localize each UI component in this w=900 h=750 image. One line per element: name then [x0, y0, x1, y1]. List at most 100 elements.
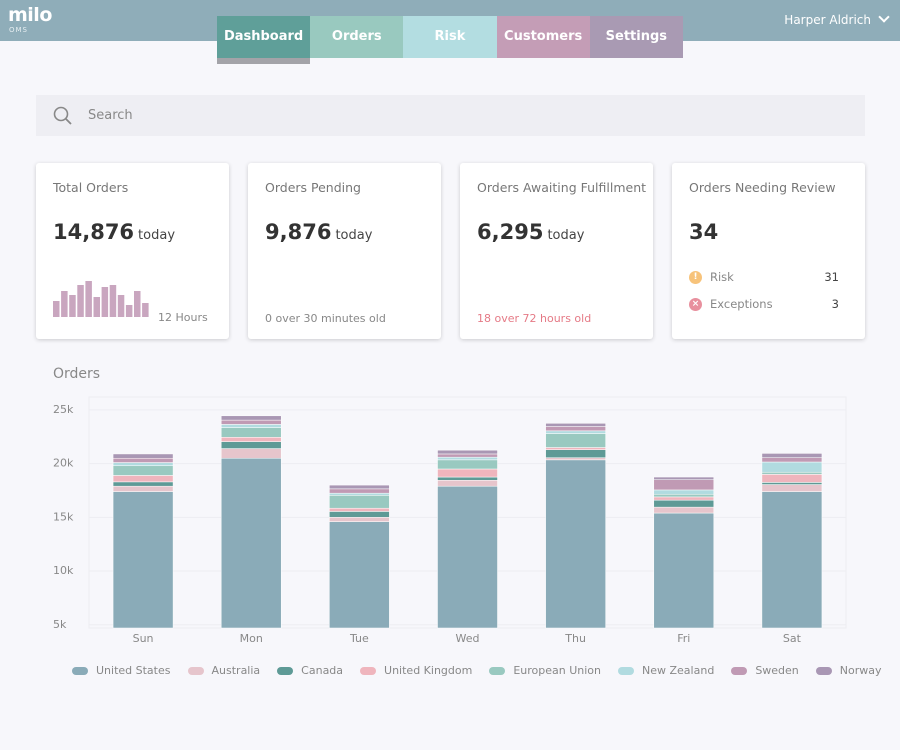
bar-segment [329, 521, 390, 629]
card-title: Orders Needing Review [689, 180, 836, 195]
x-tick-label: Sat [783, 632, 802, 645]
chart: Orders 5k 10k 15k 20k 25k Sun Mon Tue Wed Thu Fri S… [53, 366, 847, 645]
legend-item: Australia [187, 664, 261, 677]
user-menu[interactable]: Harper Aldrich [784, 13, 888, 27]
y-tick-label: 25k [53, 403, 74, 416]
bar-segment [112, 462, 174, 467]
search-icon [53, 106, 72, 125]
stat-card: Orders Awaiting Fulfillment 6,295 today 18 … [460, 163, 653, 339]
search-placeholder: Search [88, 108, 133, 123]
spark-bar [125, 305, 133, 317]
bar-segment [329, 507, 390, 512]
bar-segment [437, 485, 498, 629]
card-suffix: today [138, 228, 176, 243]
legend-label: New Zealand [642, 664, 715, 677]
legend-item: Norway [815, 664, 882, 677]
bar-segment [545, 430, 606, 434]
bar-segment [761, 491, 823, 629]
bar-segment [220, 424, 282, 428]
bar-segment [761, 484, 823, 492]
legend-item: Canada [277, 664, 343, 677]
card-footer: 0 over 30 minutes old [265, 312, 386, 325]
bar-segment [329, 495, 390, 509]
card-suffix: today [547, 228, 585, 243]
bar-segment [329, 484, 390, 490]
bar-segment [329, 517, 390, 522]
x-tick-label: Tue [349, 632, 369, 645]
y-tick-label: 5k [53, 618, 67, 631]
card-value: 14,876 [53, 220, 135, 244]
bar-segment [112, 491, 174, 629]
bar-segment [545, 457, 606, 461]
legend-item: European Union [489, 664, 601, 677]
card-value-row: 9,876 today [265, 220, 372, 244]
bar-segment [112, 481, 174, 487]
item-count: 3 [831, 297, 839, 311]
bar-segment [437, 453, 498, 458]
bar-segment [545, 459, 606, 629]
bar-segment [112, 485, 174, 492]
bar-segment [653, 479, 715, 491]
bar-segment [437, 476, 498, 481]
item-count: 31 [824, 270, 839, 284]
legend-item: United Kingdom [360, 664, 472, 677]
nav-tab[interactable]: Customers [496, 16, 590, 58]
bar-segment [761, 474, 823, 483]
nav-tab[interactable]: Risk [403, 16, 497, 58]
stat-card: Orders Pending 9,876 today 0 over 30 minute… [248, 163, 441, 339]
spark-bar [117, 295, 125, 317]
bar-segment [437, 456, 498, 461]
legend: United States Australia Canada United Kingd… [72, 664, 882, 677]
legend-swatch [72, 667, 88, 675]
bar-segment [437, 459, 498, 470]
legend-swatch [489, 667, 506, 675]
bar-segment [761, 457, 823, 463]
card-title: Orders Awaiting Fulfillment [477, 180, 647, 195]
legend-item: United States [72, 664, 171, 677]
bar-segment [761, 482, 823, 485]
card-footer: 18 over 72 hours old [477, 312, 592, 325]
bar-segment [761, 471, 823, 475]
nav-tab[interactable]: Orders [310, 16, 404, 58]
bar-segment [653, 476, 715, 480]
item-label: Risk [710, 270, 734, 284]
card-value-row: 34 [689, 220, 718, 244]
legend-swatch [618, 667, 635, 675]
bar-segment [329, 511, 390, 518]
bar-segment [112, 465, 174, 476]
bar-segment [545, 423, 606, 427]
bar-segment [112, 453, 174, 459]
x-tick-label: Mon [240, 632, 263, 645]
nav-tab[interactable]: Settings [589, 16, 683, 58]
bar-segment [220, 437, 282, 442]
chart-title: Orders [53, 366, 100, 382]
spark-bar [77, 285, 84, 317]
spark-bar [142, 303, 149, 317]
y-tick-label: 20k [53, 457, 74, 470]
x-tick-label: Thu [564, 632, 586, 645]
warning-icon: ! [689, 271, 702, 284]
x-tick-label: Fri [677, 632, 690, 645]
logo[interactable]: milo [8, 4, 52, 26]
bar-segment [437, 480, 498, 487]
nav-tab[interactable]: Dashboard [217, 16, 311, 64]
stat-card: Orders Needing Review 34! Risk 31 × Exception… [672, 163, 865, 339]
y-tick-label: 10k [53, 564, 74, 577]
bar-segment [545, 433, 606, 448]
bar-segment [653, 512, 715, 629]
legend-swatch [360, 667, 377, 675]
spark-bar [61, 291, 68, 317]
bar-segment [761, 461, 823, 473]
bar-segment [112, 475, 174, 483]
spark-bar [85, 281, 92, 317]
card-footer: 12 Hours [158, 311, 208, 324]
bar-segment [220, 427, 282, 438]
nav: Dashboard Orders Risk Customers Settings [217, 16, 683, 64]
legend-label: Australia [211, 664, 261, 677]
search-bar[interactable]: Search [36, 95, 865, 136]
legend-swatch [277, 667, 294, 675]
spark-bar [101, 287, 109, 317]
legend-label: United Kingdom [384, 664, 473, 677]
card-value-row: 6,295 today [477, 220, 584, 244]
